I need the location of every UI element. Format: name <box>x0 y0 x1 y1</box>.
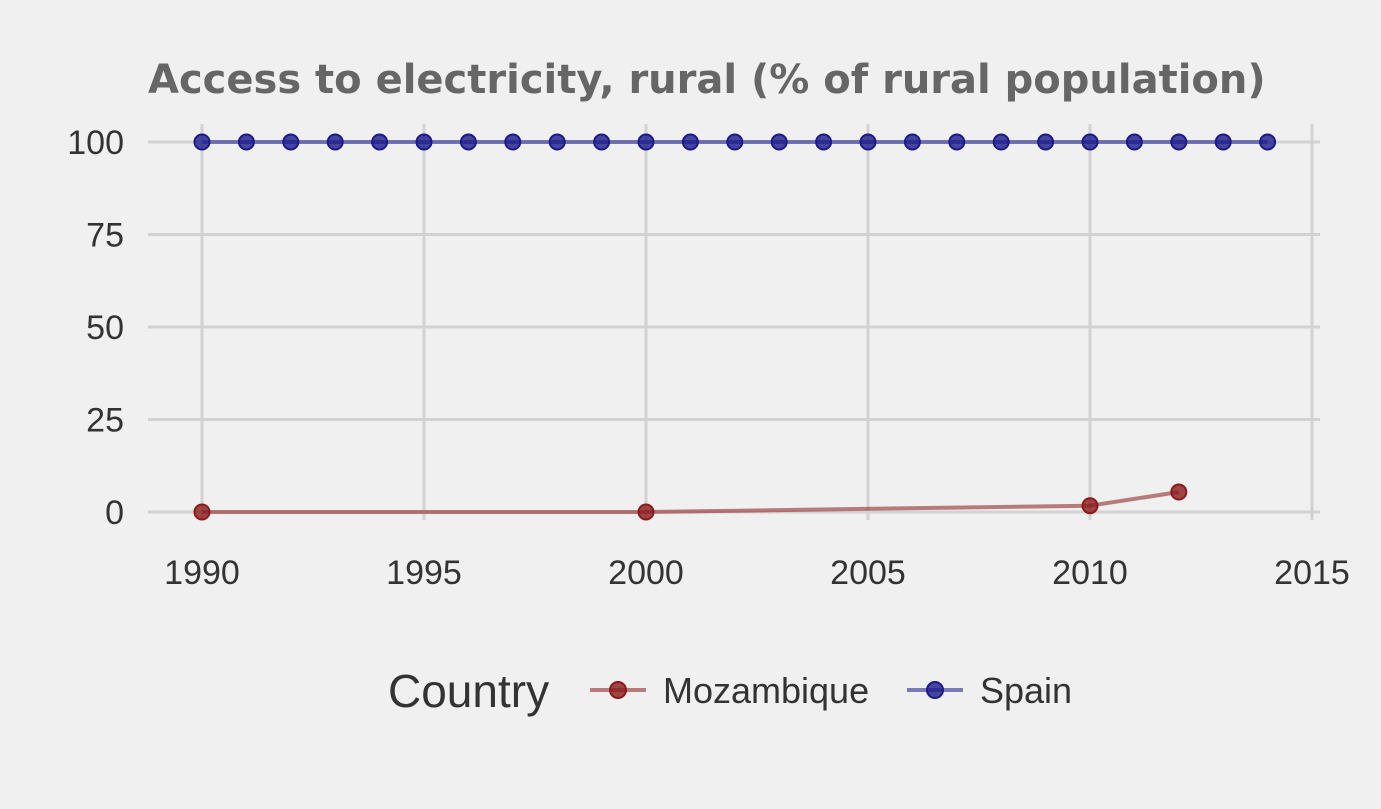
x-tick-label-1995: 1995 <box>386 554 462 592</box>
x-tick-label-2015: 2015 <box>1274 554 1350 592</box>
data-point-spain-2005 <box>859 133 877 151</box>
data-point-spain-2004 <box>815 133 833 151</box>
grid-layer <box>148 124 1320 520</box>
data-point-spain-1999 <box>593 133 611 151</box>
data-point-spain-2009 <box>1037 133 1055 151</box>
legend-item-mozambique: Mozambique <box>590 670 869 711</box>
x-axis: 1990 1995 2000 2005 2010 2015 <box>164 554 1350 592</box>
data-point-spain-2014 <box>1259 133 1277 151</box>
series-line-mozambique <box>202 490 1180 514</box>
x-tick-label-2010: 2010 <box>1052 554 1128 592</box>
data-point-spain-2008 <box>992 133 1010 151</box>
data-point-spain-1994 <box>371 133 389 151</box>
data-point-spain-2007 <box>948 133 966 151</box>
legend-label-spain: Spain <box>980 670 1072 711</box>
legend-label-mozambique: Mozambique <box>663 670 869 711</box>
data-point-spain-1992 <box>282 133 300 151</box>
data-point-spain-2003 <box>770 133 788 151</box>
series-spain <box>193 133 1277 151</box>
y-tick-label-50: 50 <box>86 309 124 347</box>
data-point-spain-2001 <box>681 133 699 151</box>
series-layer <box>193 133 1277 521</box>
data-point-mozambique-1990 <box>193 503 211 521</box>
data-point-spain-1996 <box>459 133 477 151</box>
y-tick-label-100: 100 <box>67 124 124 162</box>
y-tick-label-75: 75 <box>86 217 124 255</box>
y-tick-label-0: 0 <box>105 494 124 532</box>
legend-title: Country <box>388 665 549 717</box>
x-tick-label-1990: 1990 <box>164 554 240 592</box>
legend-swatch-point-spain <box>926 681 944 699</box>
x-tick-label-2005: 2005 <box>830 554 906 592</box>
data-point-spain-2010 <box>1081 133 1099 151</box>
data-point-mozambique-2010 <box>1081 497 1099 515</box>
data-point-spain-1993 <box>326 133 344 151</box>
data-point-mozambique-2012 <box>1170 483 1188 501</box>
data-point-spain-1990 <box>193 133 211 151</box>
data-point-spain-2002 <box>726 133 744 151</box>
legend-item-spain: Spain <box>907 670 1072 711</box>
data-point-spain-1997 <box>504 133 522 151</box>
data-point-spain-2006 <box>903 133 921 151</box>
chart-title: Access to electricity, rural (% of rural… <box>148 57 1266 103</box>
data-point-spain-1991 <box>237 133 255 151</box>
series-mozambique <box>193 483 1188 521</box>
y-axis: 0 25 50 75 100 <box>67 124 124 532</box>
y-tick-label-25: 25 <box>86 402 124 440</box>
data-point-spain-1998 <box>548 133 566 151</box>
legend-swatch-point-mozambique <box>609 681 627 699</box>
data-point-spain-2012 <box>1170 133 1188 151</box>
data-point-spain-1995 <box>415 133 433 151</box>
data-point-spain-2000 <box>637 133 655 151</box>
data-point-spain-2013 <box>1214 133 1232 151</box>
x-tick-label-2000: 2000 <box>608 554 684 592</box>
legend: Country Mozambique Spain <box>388 665 1072 717</box>
data-point-mozambique-2000 <box>637 503 655 521</box>
data-point-spain-2011 <box>1125 133 1143 151</box>
legend-items: Mozambique Spain <box>590 670 1072 711</box>
